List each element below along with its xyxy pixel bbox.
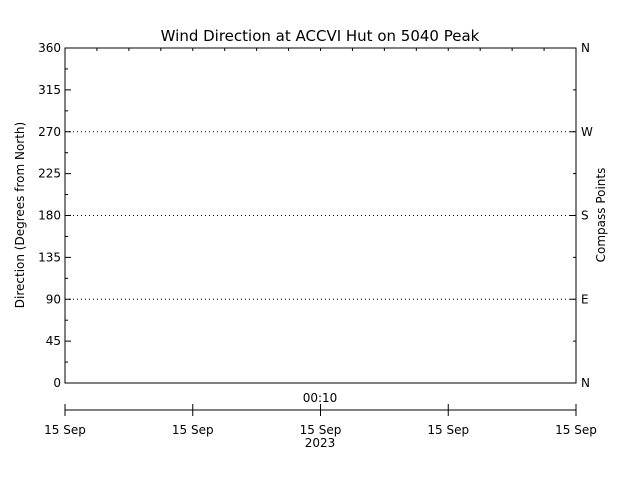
date-tick-label: 15 Sep [427,423,469,437]
x-marker-label: 00:10 [303,391,338,405]
gridlines [65,131,576,300]
date-tick-label: 15 Sep [555,423,597,437]
right-axis-label: Compass Points [594,168,608,263]
y-tick-label: 360 [38,41,61,55]
date-tick-label: 15 Sep [44,423,86,437]
compass-tick-label: W [581,125,593,139]
compass-tick-label: N [581,376,590,390]
y-tick-label: 180 [38,209,61,223]
x-year-label: 2023 [305,436,336,450]
y-tick-label: 315 [38,83,61,97]
y-tick-label: 0 [53,376,61,390]
y-tick-label: 270 [38,125,61,139]
compass-tick-label: N [581,41,590,55]
y-tick-label: 45 [46,334,61,348]
date-axis-ticks: 15 Sep 15 Sep 15 Sep 15 Sep 15 Sep [44,404,597,437]
chart-title: Wind Direction at ACCVI Hut on 5040 Peak [161,27,480,45]
plot-frame [64,47,577,384]
y-tick-label: 90 [46,292,61,306]
date-tick-label: 15 Sep [300,423,342,437]
y-tick-label: 135 [38,250,61,264]
compass-tick-label: S [581,209,589,223]
compass-tick-label: E [581,292,589,306]
date-tick-label: 15 Sep [172,423,214,437]
y-tick-label: 225 [38,167,61,181]
left-axis-ticks: 0 45 90 135 180 225 270 315 360 [38,41,71,390]
y-axis-label: Direction (Degrees from North) [13,122,27,308]
